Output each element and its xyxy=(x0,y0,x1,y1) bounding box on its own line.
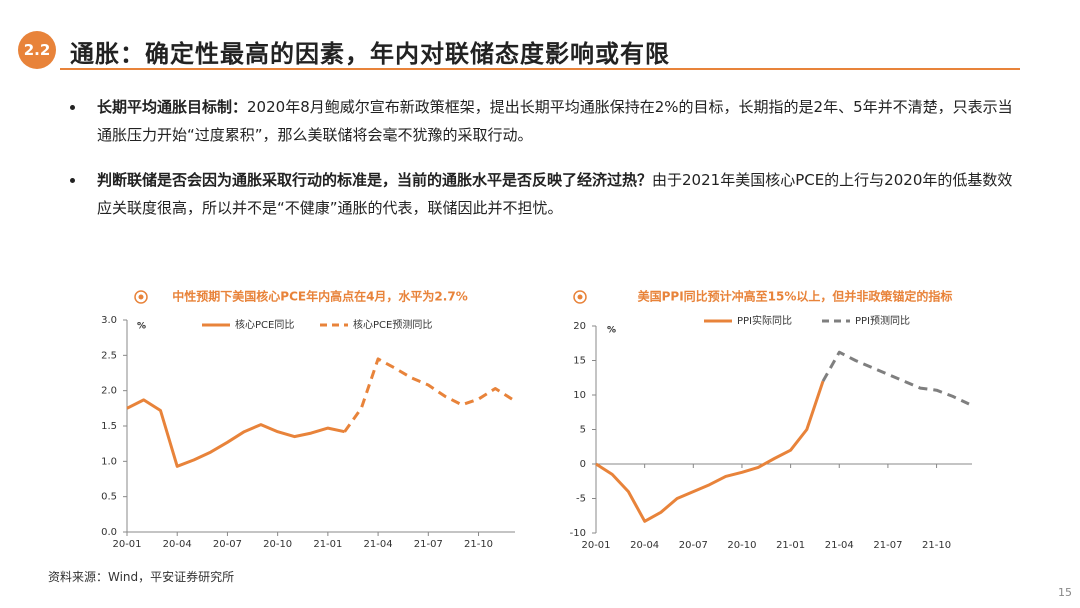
bullet-dot xyxy=(70,105,75,110)
legend-label: PPI实际同比 xyxy=(737,314,792,327)
y-unit: % xyxy=(137,322,146,332)
chart-title: 美国PPI同比预计冲高至15%以上，但并非政策锚定的指标 xyxy=(638,289,953,304)
bullet-bold: 长期平均通胀目标制： xyxy=(97,98,248,116)
bullet-text: 2020年8月鲍威尔宣布新政策框架，提出长期平均通胀保持在2%的目标，长期指的是… xyxy=(97,98,1013,144)
y-tick-label: 5 xyxy=(580,425,586,436)
x-tick-label: 20-10 xyxy=(263,539,292,550)
slide-title: 通胀：确定性最高的因素，年内对联储态度影响或有限 xyxy=(70,40,670,68)
series-line xyxy=(821,350,970,406)
source: 资料来源：Wind，平安证券研究所 xyxy=(48,570,235,584)
title-icon xyxy=(138,294,144,300)
bullet-bold: 判断联储是否会因为通胀采取行动的标准是，当前的通胀水平是否反映了经济过热？ xyxy=(97,171,653,189)
x-tick-label: 20-04 xyxy=(630,540,659,551)
legend-label: PPI预测同比 xyxy=(855,314,910,327)
y-tick-label: 20 xyxy=(573,321,586,332)
x-tick-label: 21-07 xyxy=(414,539,443,550)
y-tick-label: 0.5 xyxy=(101,492,117,503)
chart-title: 中性预期下美国核心PCE年内高点在4月，水平为2.7% xyxy=(172,289,467,304)
title-icon xyxy=(134,290,148,304)
bullet-text: 由于2021年美国核心PCE的上行与2020年的低基数效应关联度很高，所以并不是… xyxy=(97,171,1013,217)
y-tick-label: 15 xyxy=(573,356,586,367)
x-tick-label: 20-01 xyxy=(112,539,141,550)
y-unit: % xyxy=(607,326,616,336)
bullet-dot xyxy=(70,178,75,183)
y-tick-label: 2.0 xyxy=(101,386,117,397)
x-tick-label: 21-07 xyxy=(873,540,902,551)
x-tick-label: 21-04 xyxy=(825,540,854,551)
y-tick-label: 1.0 xyxy=(101,456,117,467)
y-tick-label: -10 xyxy=(570,528,586,539)
page-number: 15 xyxy=(1058,586,1072,599)
x-tick-label: 21-01 xyxy=(776,540,805,551)
title-icon xyxy=(573,290,587,304)
x-tick-label: 21-04 xyxy=(364,539,393,550)
series-line xyxy=(126,398,345,468)
bullet: 判断联储是否会因为通胀采取行动的标准是，当前的通胀水平是否反映了经济过热？由于2… xyxy=(97,166,1017,222)
y-tick-label: 0.0 xyxy=(101,527,117,538)
x-tick-label: 20-01 xyxy=(581,540,610,551)
x-tick-label: 20-07 xyxy=(679,540,708,551)
y-tick-label: 2.5 xyxy=(101,350,117,361)
x-tick-label: 21-10 xyxy=(464,539,493,550)
section-number: 2.2 xyxy=(18,31,56,69)
title-rule xyxy=(60,68,1020,70)
y-tick-label: -5 xyxy=(576,494,586,505)
series-line xyxy=(595,380,825,523)
series-line xyxy=(343,357,513,433)
legend-label: 核心PCE预测同比 xyxy=(353,318,432,331)
y-tick-label: 3.0 xyxy=(101,315,117,326)
title-icon xyxy=(577,294,583,300)
x-tick-label: 20-07 xyxy=(213,539,242,550)
x-tick-label: 20-04 xyxy=(163,539,192,550)
legend-label: 核心PCE同比 xyxy=(235,318,294,331)
y-tick-label: 1.5 xyxy=(101,421,117,432)
x-tick-label: 21-01 xyxy=(313,539,342,550)
x-tick-label: 20-10 xyxy=(727,540,756,551)
y-tick-label: 10 xyxy=(573,390,586,401)
x-tick-label: 21-10 xyxy=(922,540,951,551)
y-tick-label: 0 xyxy=(580,459,586,470)
bullet: 长期平均通胀目标制：2020年8月鲍威尔宣布新政策框架，提出长期平均通胀保持在2… xyxy=(97,93,1017,149)
